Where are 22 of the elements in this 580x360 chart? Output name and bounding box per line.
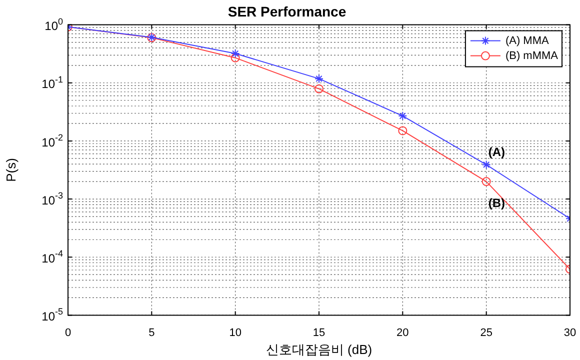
point	[398, 126, 408, 136]
x-tick-label: 5	[148, 326, 155, 339]
legend-label: (B) mMMA	[505, 50, 559, 62]
annotation: (B)	[488, 196, 506, 210]
point	[482, 160, 491, 170]
point	[314, 74, 324, 84]
point	[482, 177, 491, 186]
annotation: (A)	[488, 145, 506, 160]
x-tick-label: 20	[396, 326, 409, 339]
point	[230, 53, 240, 62]
point	[314, 84, 324, 94]
x-tick-label: 25	[480, 326, 492, 339]
x-tick-label: 15	[312, 326, 326, 339]
x-axis-title: 신호대잡음비 (dB)	[266, 342, 372, 357]
point	[230, 49, 240, 58]
chart-title: SER Performance	[228, 3, 346, 20]
legend-label: (A) MMA	[505, 34, 550, 47]
point	[398, 111, 408, 120]
y-axis-title: P(s)	[3, 158, 18, 182]
x-tick-label: 30	[564, 326, 576, 339]
x-tick-label: 0	[64, 326, 72, 339]
x-tick-label: 10	[229, 326, 242, 339]
